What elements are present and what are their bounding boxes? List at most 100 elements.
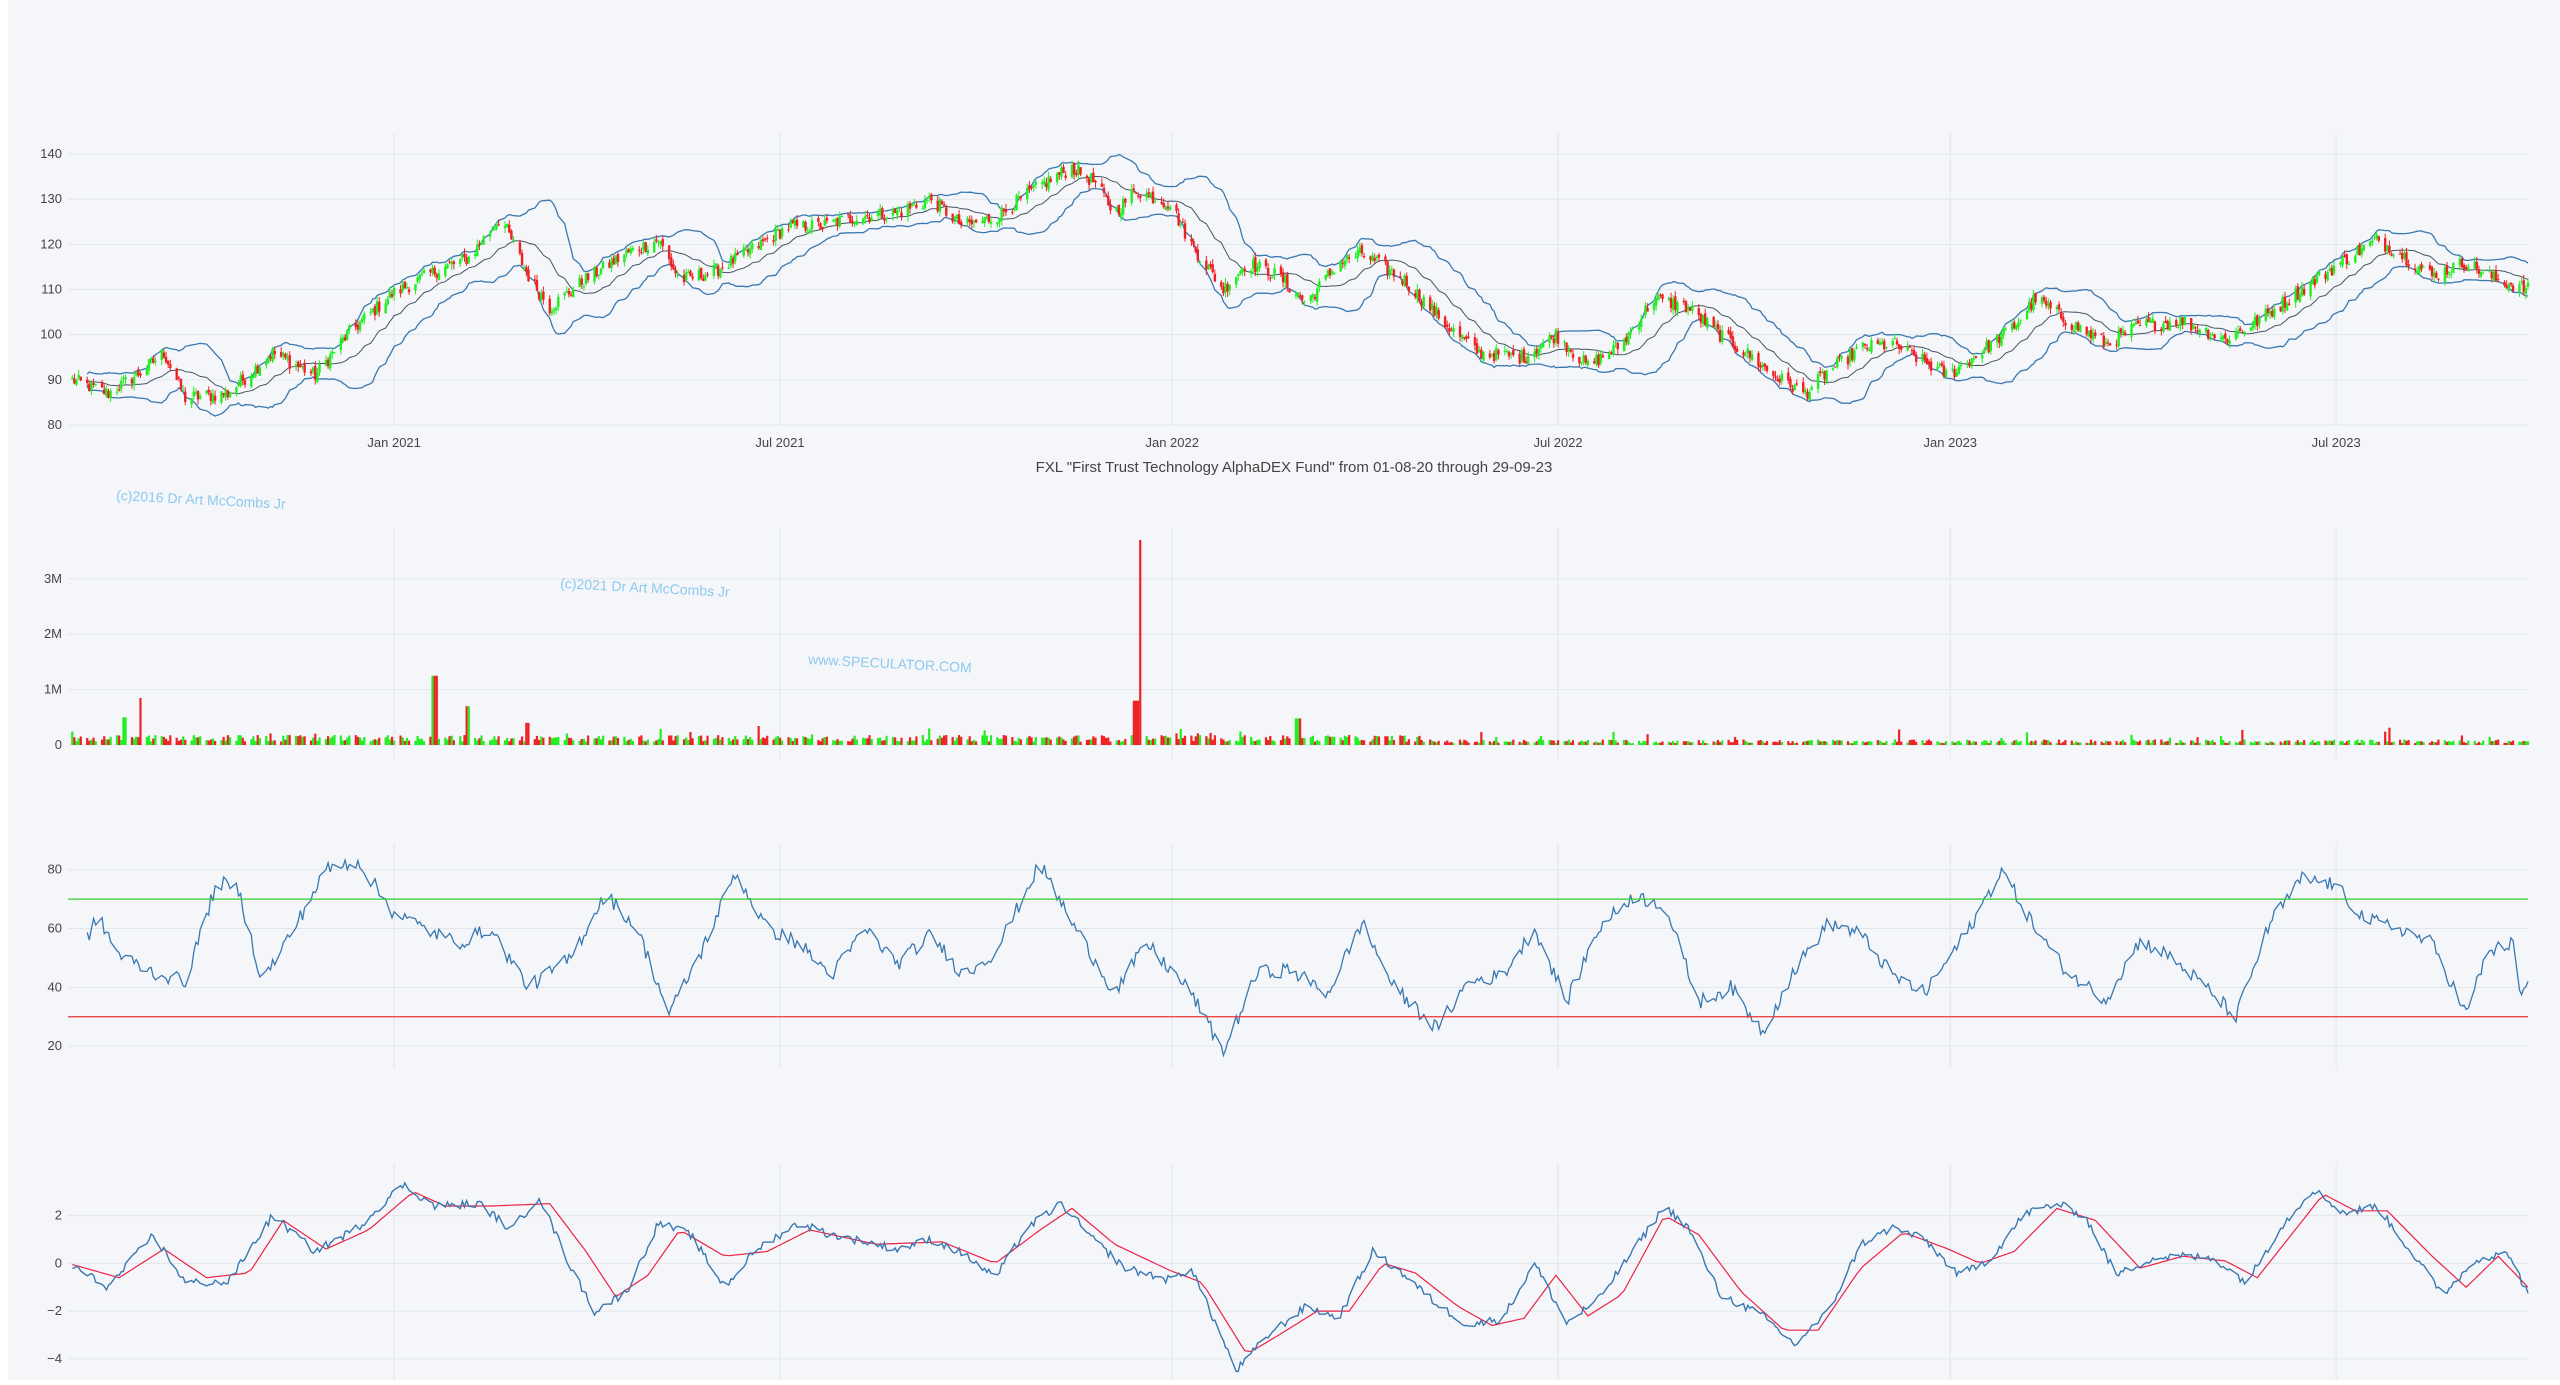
volume-bar xyxy=(1331,736,1334,745)
candle-body xyxy=(2503,281,2506,286)
volume-bar xyxy=(582,738,585,745)
volume-bar xyxy=(981,735,984,745)
volume-bar xyxy=(1623,739,1626,745)
volume-bar xyxy=(1921,740,1924,745)
candle-body xyxy=(2077,322,2080,331)
volume-bar xyxy=(1241,737,1244,745)
volume-bar xyxy=(358,737,362,745)
y-tick-label: 110 xyxy=(41,282,62,297)
candle-body xyxy=(1047,176,1050,190)
candle-body xyxy=(2236,330,2240,334)
volume-bar xyxy=(164,738,168,745)
candle-body xyxy=(2392,255,2395,257)
volume-bar xyxy=(390,736,394,745)
volume-bar xyxy=(480,735,483,745)
candle-body xyxy=(1593,361,1596,364)
volume-bar xyxy=(1034,737,1037,745)
volume-bar xyxy=(92,737,95,745)
volume-bar xyxy=(228,737,232,745)
candle-body xyxy=(2268,311,2272,315)
volume-bar xyxy=(207,740,210,745)
candle-body xyxy=(433,267,436,275)
volume-bar xyxy=(1117,740,1121,745)
volume-bar xyxy=(2151,740,2154,745)
volume-bar xyxy=(2494,740,2498,745)
volume-bar xyxy=(2213,742,2216,745)
candle-body xyxy=(1748,351,1752,358)
candle-body xyxy=(1298,295,1302,297)
volume-bar xyxy=(518,740,522,745)
volume-bar xyxy=(2288,740,2291,745)
macd-signal-line xyxy=(72,1192,2529,1353)
candle-body xyxy=(1358,247,1362,253)
volume-bar xyxy=(1360,739,1364,745)
volume-bar xyxy=(109,736,112,745)
candle-body xyxy=(1974,356,1978,358)
volume-bar xyxy=(746,739,750,745)
volume-bar xyxy=(371,740,374,745)
candle-body xyxy=(1460,334,1464,339)
candle-body xyxy=(1040,182,1044,184)
candle-body xyxy=(684,272,688,280)
candle-body xyxy=(1563,341,1566,343)
volume-bar xyxy=(1569,742,1572,745)
candle-body xyxy=(241,374,245,381)
candle-body xyxy=(2283,296,2287,308)
volume-bar xyxy=(1880,742,1884,745)
volume-bar xyxy=(1220,738,1223,745)
volume-bar xyxy=(2089,739,2093,745)
volume-bar xyxy=(378,737,381,745)
volume-bar xyxy=(1254,740,1257,745)
candle-body xyxy=(1164,206,1168,210)
candle-body xyxy=(1657,295,1660,301)
candle-body xyxy=(1239,270,1242,275)
volume-bar xyxy=(2511,740,2515,745)
volume-bar xyxy=(1915,741,1918,745)
volume-bar xyxy=(761,737,765,745)
volume-bar xyxy=(1998,740,2001,745)
candle-body xyxy=(508,224,511,233)
volume-bar xyxy=(2294,741,2297,745)
volume-bar xyxy=(1190,735,1193,745)
volume-bar xyxy=(194,737,198,745)
volume-bar xyxy=(2011,742,2014,745)
volume-bar xyxy=(273,740,276,745)
volume-bar xyxy=(1891,742,1894,745)
candle-body xyxy=(2511,285,2515,292)
candle-body xyxy=(1541,342,1545,348)
candle-body xyxy=(1437,310,1440,319)
candle-body xyxy=(318,364,321,373)
candle-body xyxy=(525,266,528,272)
candle-body xyxy=(1883,340,1886,350)
candle-body xyxy=(1209,263,1212,267)
volume-bar xyxy=(405,738,409,745)
volume-bar xyxy=(2360,739,2363,745)
candle-body xyxy=(2085,326,2088,335)
volume-bar xyxy=(169,735,172,745)
candle-body xyxy=(1584,355,1587,363)
candle-body xyxy=(936,200,939,212)
volume-bar xyxy=(1821,741,1824,745)
volume-bar xyxy=(1224,741,1227,745)
volume-bar xyxy=(2228,741,2231,745)
candle-body xyxy=(2049,302,2052,309)
volume-bar xyxy=(731,739,735,745)
candle-body xyxy=(1179,224,1182,226)
volume-bar xyxy=(493,736,496,745)
volume-bar xyxy=(2266,743,2270,745)
candle-body xyxy=(691,276,694,279)
volume-bar xyxy=(132,738,136,745)
candle-body xyxy=(2059,312,2063,319)
candle-body xyxy=(2224,333,2227,339)
volume-bar xyxy=(1002,735,1005,745)
volume-bar xyxy=(1518,741,1521,745)
candle-body xyxy=(152,358,155,363)
candle-body xyxy=(2315,276,2319,283)
candle-body xyxy=(2518,284,2521,292)
candle-body xyxy=(601,261,605,269)
volume-bar xyxy=(1831,739,1835,745)
volume-bar xyxy=(776,736,779,745)
candle-body xyxy=(311,367,315,372)
candle-body xyxy=(2437,278,2440,280)
candle-body xyxy=(1503,350,1506,352)
